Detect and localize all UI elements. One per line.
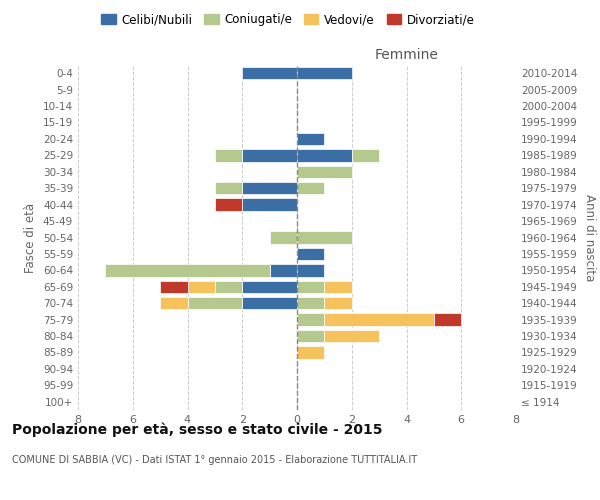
Text: Popolazione per età, sesso e stato civile - 2015: Popolazione per età, sesso e stato civil… [12, 422, 383, 437]
Bar [242, 297, 297, 310]
Bar [325, 297, 352, 310]
Bar [160, 280, 187, 293]
Bar [160, 297, 187, 310]
Bar [242, 280, 297, 293]
Bar [187, 280, 215, 293]
Bar [269, 264, 297, 276]
Bar [242, 182, 297, 194]
Bar [297, 330, 325, 342]
Bar [215, 198, 242, 211]
Bar [297, 149, 352, 162]
Bar [434, 314, 461, 326]
Bar [352, 149, 379, 162]
Bar [106, 264, 269, 276]
Bar [297, 182, 325, 194]
Bar [187, 297, 242, 310]
Bar [297, 346, 325, 358]
Bar [297, 297, 325, 310]
Bar [215, 182, 242, 194]
Bar [242, 198, 297, 211]
Bar [269, 232, 297, 243]
Text: Femmine: Femmine [374, 48, 439, 62]
Legend: Celibi/Nubili, Coniugati/e, Vedovi/e, Divorziati/e: Celibi/Nubili, Coniugati/e, Vedovi/e, Di… [97, 8, 479, 31]
Bar [297, 248, 325, 260]
Bar [325, 280, 352, 293]
Bar [297, 264, 325, 276]
Bar [215, 149, 242, 162]
Bar [297, 67, 352, 80]
Y-axis label: Fasce di età: Fasce di età [25, 202, 37, 272]
Bar [215, 280, 242, 293]
Bar [297, 166, 352, 178]
Text: COMUNE DI SABBIA (VC) - Dati ISTAT 1° gennaio 2015 - Elaborazione TUTTITALIA.IT: COMUNE DI SABBIA (VC) - Dati ISTAT 1° ge… [12, 455, 417, 465]
Y-axis label: Anni di nascita: Anni di nascita [583, 194, 596, 281]
Bar [297, 314, 325, 326]
Bar [297, 133, 325, 145]
Bar [242, 149, 297, 162]
Bar [242, 67, 297, 80]
Bar [297, 232, 352, 243]
Bar [325, 330, 379, 342]
Bar [325, 314, 434, 326]
Bar [297, 280, 325, 293]
